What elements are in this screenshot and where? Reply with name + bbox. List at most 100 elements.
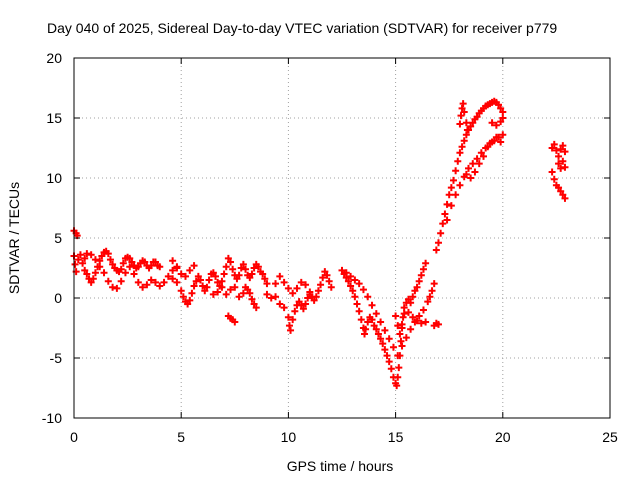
- data-point: [126, 254, 134, 262]
- data-point: [443, 200, 451, 208]
- data-point: [495, 101, 503, 109]
- data-point: [141, 258, 149, 266]
- data-point: [218, 283, 226, 291]
- data-point: [385, 335, 393, 343]
- data-point: [492, 121, 500, 129]
- data-point: [235, 293, 243, 301]
- data-point: [91, 256, 99, 264]
- data-point: [190, 262, 198, 270]
- data-point: [454, 157, 462, 165]
- data-point: [184, 300, 192, 308]
- data-point: [134, 278, 142, 286]
- data-point: [353, 300, 361, 308]
- data-point: [327, 283, 335, 291]
- data-point: [156, 263, 164, 271]
- data-point: [559, 157, 567, 165]
- y-tick-label: -5: [50, 350, 63, 366]
- data-point: [71, 260, 79, 268]
- data-point: [248, 270, 256, 278]
- data-point: [555, 152, 563, 160]
- data-point: [203, 283, 211, 291]
- data-point: [287, 326, 295, 334]
- data-point: [561, 194, 569, 202]
- data-point: [272, 280, 280, 288]
- data-point: [173, 264, 181, 272]
- data-point: [248, 295, 256, 303]
- data-point: [445, 191, 453, 199]
- data-point: [385, 358, 393, 366]
- data-point: [235, 271, 243, 279]
- data-point: [321, 268, 329, 276]
- data-point: [246, 274, 254, 282]
- data-point: [347, 272, 355, 280]
- data-point: [404, 308, 412, 316]
- data-point: [263, 280, 271, 288]
- data-point: [399, 313, 407, 321]
- y-tick-label: 15: [46, 110, 62, 126]
- data-point: [355, 307, 363, 315]
- data-point: [377, 335, 385, 343]
- data-point: [396, 330, 404, 338]
- data-point: [317, 281, 325, 289]
- data-point: [457, 112, 465, 120]
- data-point: [272, 293, 280, 301]
- data-point: [205, 276, 213, 284]
- data-point: [439, 220, 447, 228]
- data-point: [467, 174, 475, 182]
- data-point: [113, 284, 121, 292]
- x-tick-label: 15: [388, 429, 404, 445]
- data-point: [488, 119, 496, 127]
- data-point: [411, 287, 419, 295]
- data-point: [297, 301, 305, 309]
- data-point: [212, 272, 220, 280]
- data-point: [169, 275, 177, 283]
- data-point: [169, 266, 177, 274]
- data-point: [186, 296, 194, 304]
- data-point: [462, 170, 470, 178]
- data-point: [426, 293, 434, 301]
- data-point: [227, 286, 235, 294]
- data-point: [417, 271, 425, 279]
- data-point: [233, 275, 241, 283]
- data-point: [499, 131, 507, 139]
- data-point: [239, 260, 247, 268]
- data-point: [471, 168, 479, 176]
- data-point: [456, 181, 464, 189]
- data-point: [276, 272, 284, 280]
- data-point: [117, 265, 125, 273]
- data-point: [413, 283, 421, 291]
- data-point: [357, 316, 365, 324]
- data-point: [342, 269, 350, 277]
- data-point: [310, 296, 318, 304]
- data-point: [409, 293, 417, 301]
- data-point: [383, 352, 391, 360]
- data-point: [81, 254, 89, 262]
- data-point: [398, 320, 406, 328]
- data-point: [302, 300, 310, 308]
- data-point: [497, 138, 505, 146]
- data-point: [484, 143, 492, 151]
- data-point: [222, 263, 230, 271]
- data-point: [218, 277, 226, 285]
- x-tick-label: 10: [281, 429, 297, 445]
- data-point: [214, 288, 222, 296]
- data-point: [222, 290, 230, 298]
- data-point: [96, 257, 104, 265]
- axis-ticks: [73, 57, 611, 419]
- y-tick-label: 5: [54, 230, 62, 246]
- data-point: [280, 278, 288, 286]
- data-point: [402, 334, 410, 342]
- data-point: [462, 119, 470, 127]
- data-point: [199, 282, 207, 290]
- data-point: [284, 284, 292, 292]
- data-point: [387, 365, 395, 373]
- data-point: [160, 278, 168, 286]
- data-point: [422, 259, 430, 267]
- data-point: [400, 310, 408, 318]
- data-point: [285, 322, 293, 330]
- data-point: [190, 282, 198, 290]
- data-point: [231, 283, 239, 291]
- data-point: [368, 316, 376, 324]
